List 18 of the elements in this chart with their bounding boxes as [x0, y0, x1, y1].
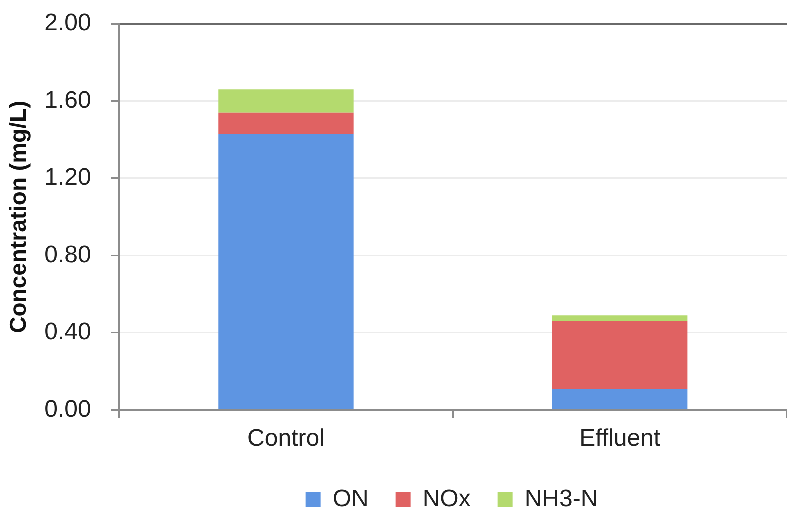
y-tick-label: 0.80: [44, 241, 92, 268]
y-tick-label: 0.00: [44, 396, 92, 423]
bar: [218, 112, 354, 134]
legend-label: NH3-N: [524, 486, 598, 512]
x-tick-label: Control: [248, 425, 325, 452]
bar: [552, 321, 688, 389]
y-tick-label: 2.00: [44, 10, 92, 37]
legend-label: ON: [332, 486, 369, 512]
bar: [218, 134, 354, 410]
bar: [218, 90, 354, 113]
y-tick-label: 0.40: [44, 318, 92, 346]
bar: [552, 388, 688, 410]
y-tick-label: 1.60: [44, 86, 92, 114]
y-tick-label: 1.20: [44, 164, 92, 192]
y-axis-title: Concentration (mg/L): [5, 100, 32, 334]
legend-label: NOx: [422, 486, 471, 512]
bar: [552, 316, 688, 322]
x-tick-label: Effluent: [580, 425, 661, 452]
